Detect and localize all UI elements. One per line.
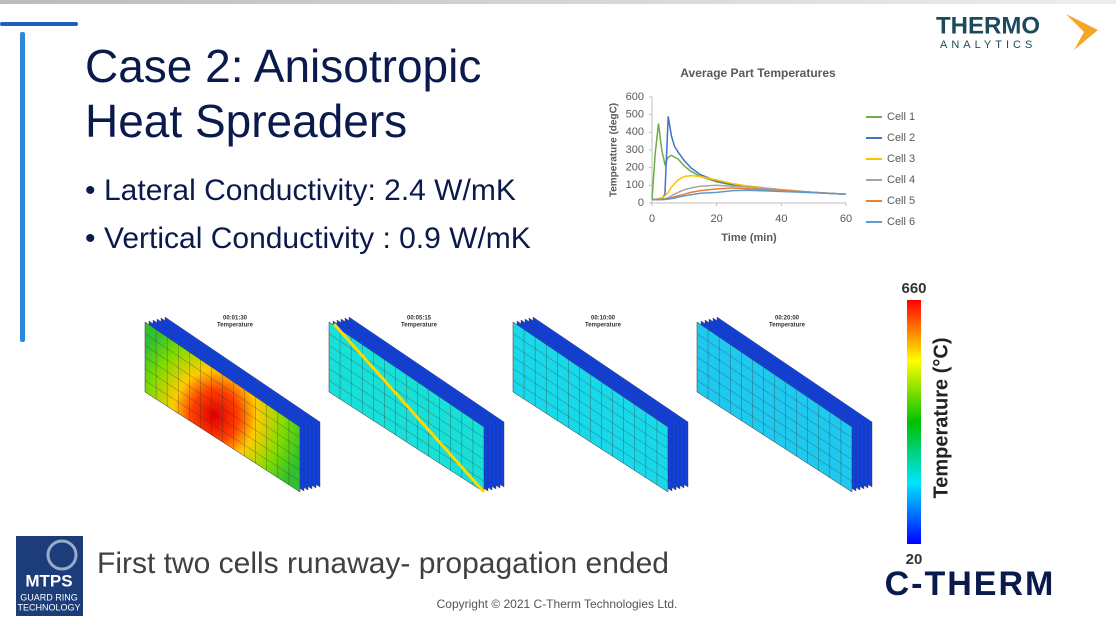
hot-edge (332, 323, 486, 493)
y-tick-label: 600 (626, 91, 644, 103)
ctherm-logo: C-THERM (885, 565, 1056, 603)
colorbar-min: 20 (906, 551, 923, 568)
mesh (144, 380, 301, 482)
y-tick-label: 300 (626, 144, 644, 156)
logo-mark (1066, 14, 1098, 50)
frame-label: Temperature (769, 323, 806, 329)
mesh (328, 356, 485, 460)
title: Heat Spreaders (85, 95, 407, 147)
copyright: Copyright © 2021 C-Therm Technologies Lt… (437, 597, 678, 611)
colorbar-label: Temperature (°C) (930, 338, 952, 499)
legend-label: Cell 1 (887, 111, 915, 123)
legend-label: Cell 4 (887, 174, 915, 186)
simulation: 00:01:30Temperature00:05:15Temperature00… (144, 316, 873, 493)
frame-time: 00:10:00 (591, 316, 616, 322)
frame-time: 00:05:15 (407, 316, 432, 322)
bullet: • (85, 174, 96, 207)
mtps-logo: TECHNOLOGY (17, 602, 80, 612)
frame-label: Temperature (217, 323, 254, 329)
frame-label: Temperature (401, 323, 438, 329)
mesh (144, 333, 301, 438)
mesh (696, 333, 853, 438)
bullet: Lateral Conductivity: 2.4 W/mK (104, 174, 516, 207)
x-tick-label: 40 (775, 213, 787, 225)
legend-label: Cell 6 (887, 216, 915, 228)
line-chart: Average Part Temperatures Time (min) Tempe… (609, 66, 915, 244)
legend-label: Cell 2 (887, 132, 915, 144)
mesh (512, 345, 669, 449)
caption: First two cells runaway- propagation end… (97, 547, 669, 580)
bullet: Vertical Conductivity : 0.9 W/mK (104, 222, 531, 255)
mesh (696, 345, 853, 449)
mesh (328, 333, 485, 438)
x-axis-label: Time (min) (721, 232, 777, 244)
mesh (512, 333, 669, 438)
y-axis-label: Temperature (degC) (609, 103, 620, 197)
bullet: • (85, 222, 96, 255)
colorbar-max: 660 (901, 280, 926, 297)
y-tick-label: 400 (626, 126, 644, 138)
series-line (652, 189, 847, 201)
top-rule (0, 0, 1116, 4)
accent-bar (20, 32, 25, 342)
mesh (144, 356, 301, 460)
mtps-logo: MTPS (25, 571, 72, 590)
logo: ANALYTICS (940, 39, 1036, 51)
mesh (696, 356, 853, 460)
frame-label: Temperature (585, 323, 622, 329)
legend-label: Cell 3 (887, 153, 915, 165)
mesh (512, 380, 669, 482)
y-tick-label: 500 (626, 109, 644, 121)
legend-label: Cell 5 (887, 195, 915, 207)
mtps-logo (46, 539, 78, 571)
x-tick-label: 20 (711, 213, 723, 225)
mesh (144, 368, 301, 471)
mesh (696, 380, 853, 482)
colorbar (907, 300, 921, 544)
y-tick-label: 100 (626, 179, 644, 191)
frame-time: 00:20:00 (775, 316, 800, 322)
mesh (512, 356, 669, 460)
series-line (651, 123, 847, 200)
logo: THERMO (936, 12, 1040, 39)
chart-title: Average Part Temperatures (680, 66, 836, 80)
title: Case 2: Anisotropic (85, 40, 481, 92)
x-tick-label: 0 (649, 213, 655, 225)
mesh (328, 345, 485, 449)
mtps-logo: GUARD RING (20, 592, 78, 602)
mesh (144, 345, 301, 449)
mesh (328, 368, 485, 471)
y-tick-label: 200 (626, 162, 644, 174)
y-tick-label: 0 (638, 197, 644, 209)
x-tick-label: 60 (840, 213, 852, 225)
mesh (696, 368, 853, 471)
mesh (512, 368, 669, 471)
accent-bar (0, 22, 78, 26)
frame-time: 00:01:30 (223, 316, 248, 322)
